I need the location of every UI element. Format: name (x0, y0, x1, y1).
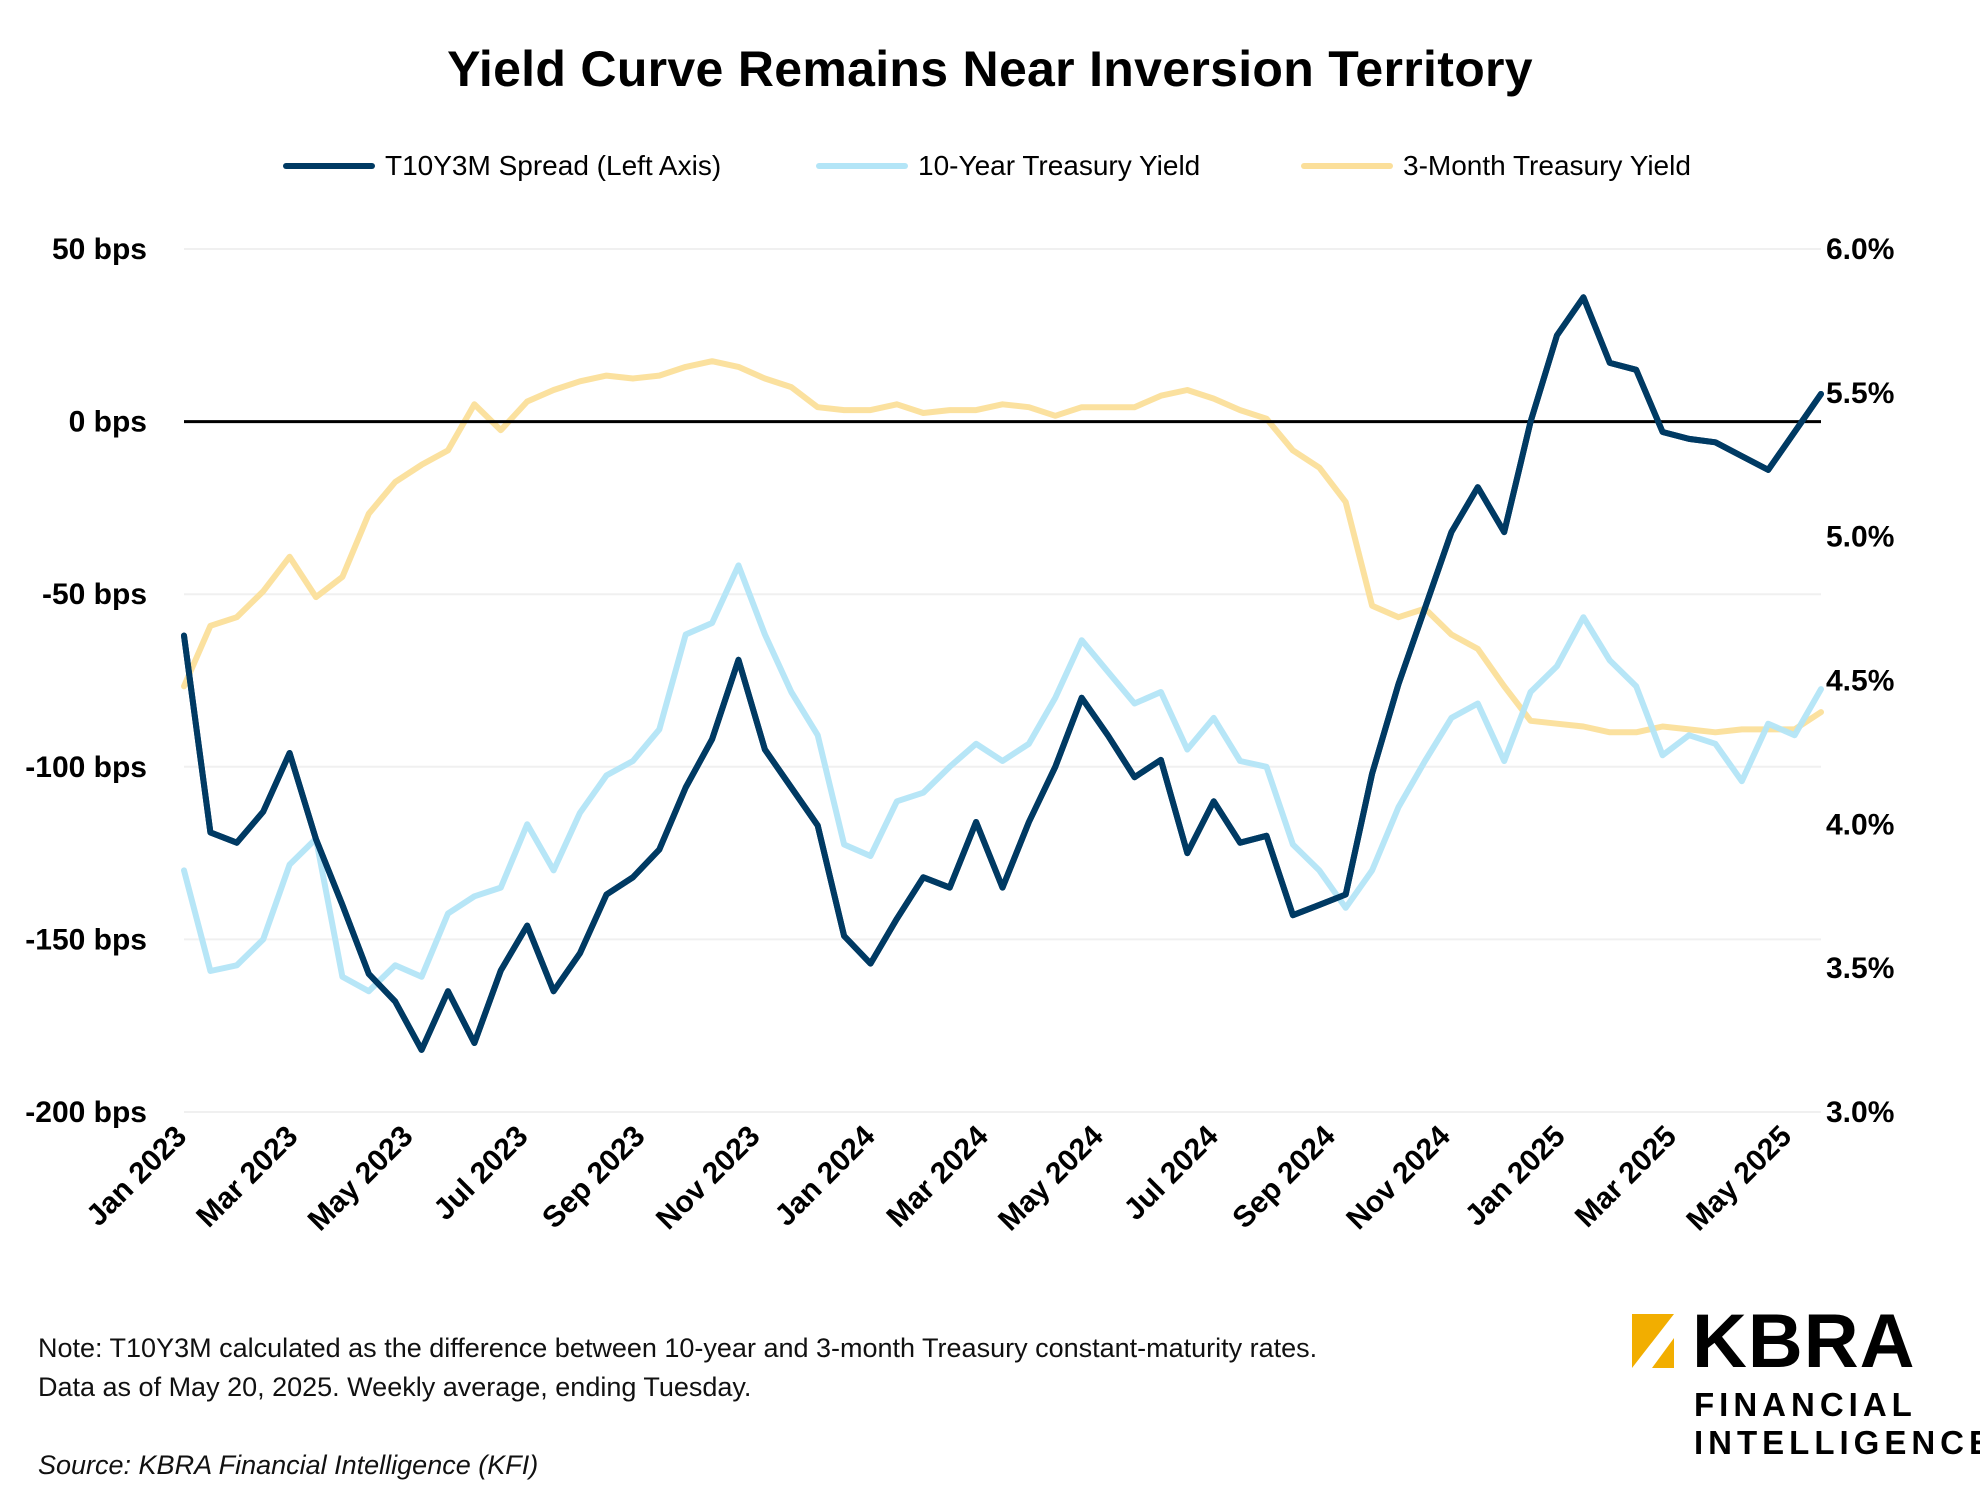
x-tick-label: May 2024 (992, 1119, 1110, 1237)
x-tick-label: Jul 2024 (1118, 1119, 1225, 1226)
x-tick-label: Jan 2024 (769, 1119, 882, 1232)
x-tick-label: Nov 2024 (1340, 1119, 1457, 1236)
left-tick-label: 0 bps (69, 406, 147, 439)
series-line-10y (181, 562, 1824, 995)
legend-item-10y: 10-Year Treasury Yield (816, 150, 1200, 182)
right-tick-label: 6.0% (1826, 233, 1894, 266)
note-line-2: Data as of May 20, 2025. Weekly average,… (38, 1372, 752, 1402)
x-tick-label: Mar 2025 (1569, 1120, 1683, 1234)
x-tick-label: Sep 2023 (536, 1120, 651, 1235)
legend: T10Y3M Spread (Left Axis) 10-Year Treasu… (0, 150, 1980, 190)
logo-line-1: FINANCIAL (1694, 1386, 1917, 1423)
legend-label-10y: 10-Year Treasury Yield (918, 150, 1201, 181)
right-tick-label: 4.0% (1826, 808, 1894, 841)
legend-label-3m: 3-Month Treasury Yield (1403, 150, 1691, 181)
x-tick-label: Mar 2024 (881, 1119, 995, 1233)
right-tick-label: 5.5% (1826, 377, 1894, 410)
legend-label-spread: T10Y3M Spread (Left Axis) (385, 150, 722, 181)
kbra-logo: KBRA FINANCIAL INTELLIGENCE (1630, 1299, 1980, 1472)
kbra-logo-mark-icon (1632, 1314, 1674, 1368)
legend-item-3m: 3-Month Treasury Yield (1301, 150, 1691, 182)
left-tick-label: 50 bps (52, 233, 147, 266)
x-tick-label: Jan 2025 (1459, 1120, 1572, 1233)
legend-swatch-10y (816, 163, 908, 169)
right-tick-label: 4.5% (1826, 665, 1894, 698)
right-tick-label: 5.0% (1826, 521, 1894, 554)
left-tick-label: -100 bps (25, 751, 147, 784)
x-tick-label: Jan 2023 (80, 1120, 193, 1233)
logo-brand: KBRA (1692, 1299, 1916, 1384)
x-tick-label: Sep 2024 (1226, 1119, 1342, 1235)
right-tick-label: 3.0% (1826, 1096, 1894, 1129)
left-tick-label: -200 bps (25, 1096, 147, 1129)
left-tick-label: -150 bps (25, 923, 147, 956)
note-line-1: Note: T10Y3M calculated as the differenc… (38, 1333, 1318, 1363)
chart-plot: 50 bps 0 bps -50 bps -100 bps -150 bps -200 b… (25, 233, 1894, 1238)
source-text: Source: KBRA Financial Intelligence (KFI… (38, 1450, 539, 1480)
x-tick-label: May 2023 (302, 1120, 420, 1238)
x-tick-label: Nov 2023 (650, 1120, 766, 1236)
left-tick-label: -50 bps (42, 578, 147, 611)
legend-item-spread: T10Y3M Spread (Left Axis) (283, 150, 721, 182)
x-tick-label: May 2025 (1680, 1120, 1798, 1238)
series-line-spread (181, 294, 1824, 1053)
chart-title: Yield Curve Remains Near Inversion Terri… (447, 41, 1533, 97)
right-tick-label: 3.5% (1826, 952, 1894, 985)
legend-swatch-3m (1301, 163, 1393, 169)
series-line-spread-top (181, 294, 1824, 1053)
series-line-3m (181, 358, 1824, 736)
logo-line-2: INTELLIGENCE (1694, 1424, 1980, 1461)
legend-swatch-spread (283, 163, 375, 169)
x-tick-label: Mar 2023 (190, 1120, 304, 1234)
x-tick-label: Jul 2023 (427, 1120, 534, 1227)
